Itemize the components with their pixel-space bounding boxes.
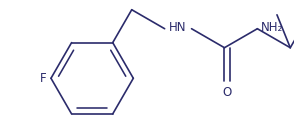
Text: HN: HN: [169, 21, 186, 34]
Text: NH₂: NH₂: [261, 21, 284, 34]
Text: F: F: [40, 72, 46, 85]
Text: O: O: [223, 86, 232, 99]
